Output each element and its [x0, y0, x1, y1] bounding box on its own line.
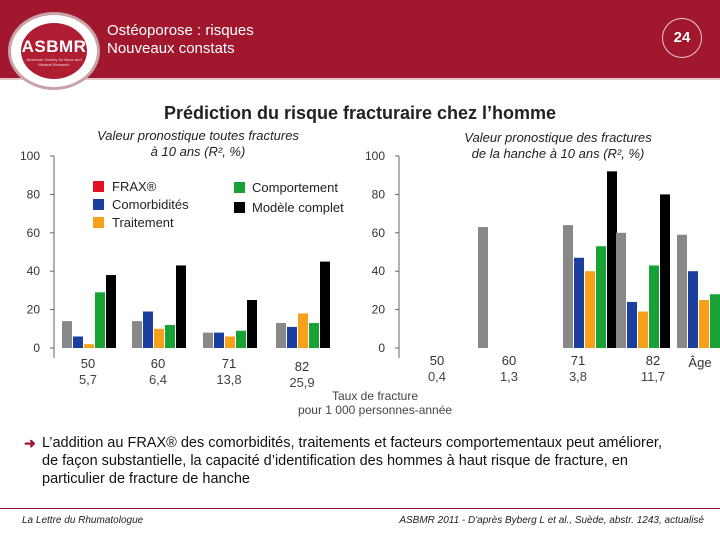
chart1-bar-traitement-82	[298, 313, 308, 348]
footer-divider	[0, 508, 720, 509]
chart2-rate-label-82: 11,7	[641, 369, 665, 384]
chart2-rate-label-50: 0,4	[428, 369, 446, 384]
chart2-y-tick-label: 0	[378, 341, 385, 355]
chart1-bar-comportement-50	[95, 292, 105, 348]
chart2-bar-comportement-71	[649, 265, 659, 348]
chart1-bar-comportement-71	[236, 330, 246, 348]
chart1-bar-comorbidités-60	[143, 311, 153, 348]
chart1-rate-label-50: 5,7	[79, 372, 97, 387]
header-bar	[0, 0, 720, 78]
page-title: Prédiction du risque fracturaire chez l’…	[163, 103, 557, 123]
asbmr-logo: ASBMR American Society for Bone and Mine…	[8, 12, 100, 90]
chart1-bar-comorbidités-82	[287, 326, 297, 348]
chart1-rate-label-60: 6,4	[149, 372, 167, 387]
chart1-bar-comportement-60	[165, 324, 175, 348]
chart2-y-tick-label: 100	[365, 149, 385, 163]
chart2-title-line1: Valeur pronostique des fractures	[464, 130, 652, 145]
chart2-rate-label-60: 1,3	[500, 369, 518, 384]
chart1-y-tick-label: 20	[27, 303, 41, 317]
chart1-bar-comorbidités-50	[73, 336, 83, 348]
chart2-bar-frax-71	[616, 232, 626, 348]
chart1-bar-modèlecomplet-60	[176, 265, 186, 348]
chart2-bar-comorbidités-82	[688, 271, 698, 348]
chart2-age-label-82: 82	[646, 353, 660, 368]
legend-label-2: Traitement	[112, 215, 174, 230]
chart1-age-label-60: 60	[151, 356, 165, 371]
chart2-title-line2: de la hanche à 10 ans (R², %)	[472, 146, 645, 161]
logo-emblem: ASBMR American Society for Bone and Mine…	[21, 23, 87, 79]
arrow-circle-icon: ➜	[24, 435, 36, 451]
chart1-bar-modèlecomplet-82	[320, 261, 330, 348]
legend-label-0: FRAX®	[112, 179, 157, 194]
chart2-bar-comportement-60	[596, 246, 606, 348]
logo-text: ASBMR	[21, 37, 87, 56]
chart1-rate-label-71: 13,8	[216, 372, 241, 387]
legend-swatch-4	[234, 202, 245, 213]
chart2-bar-modèlecomplet-60	[607, 171, 617, 348]
footer-source-journal: La Lettre du Rhumatologue	[22, 515, 144, 526]
chart1-bar-frax-60	[132, 321, 142, 348]
chart2-y-tick-label: 80	[372, 187, 386, 201]
chart1-bar-modèlecomplet-50	[106, 275, 116, 348]
chart2-bar-modèlecomplet-71	[660, 194, 670, 348]
chart1-y-tick-label: 0	[33, 341, 40, 355]
legend-swatch-1	[93, 199, 104, 210]
slide-number-badge: 24	[662, 18, 702, 58]
chart2-bar-frax-82	[677, 234, 687, 348]
chart1-rate-label-82: 25,9	[289, 375, 314, 390]
legend-swatch-2	[93, 217, 104, 228]
footer-citation: ASBMR 2011 - D'après Byberg L et al., Su…	[399, 515, 704, 526]
legend-label-1: Comorbidités	[112, 197, 189, 212]
chart1-bar-modèlecomplet-71	[247, 300, 257, 348]
chart1-bar-comorbidités-71	[214, 332, 224, 348]
header-title-line1: Ostéoporose : risques	[107, 22, 254, 39]
rate-axis-label-line2: pour 1 000 personnes-année	[298, 403, 452, 417]
chart2-bar-comorbidités-71	[627, 301, 637, 348]
chart1-bar-frax-82	[276, 323, 286, 348]
chart1-title-line2: à 10 ans (R², %)	[151, 144, 246, 159]
chart1-age-label-82: 82	[295, 359, 309, 374]
chart1-age-label-71: 71	[222, 356, 236, 371]
legend-label-3: Comportement	[252, 180, 338, 195]
chart2-bar-traitement-71	[638, 311, 648, 348]
chart1-age-label-50: 50	[81, 356, 95, 371]
chart2-bar-traitement-60	[585, 271, 595, 348]
chart2-bar-traitement-82	[699, 300, 709, 348]
chart2-y-tick-label: 40	[372, 264, 386, 278]
chart2-rate-label-71: 3,8	[569, 369, 587, 384]
chart1-bar-traitement-50	[84, 344, 94, 348]
chart2-bar-frax-60	[563, 225, 573, 348]
chart1-title-line1: Valeur pronostique toutes fractures	[97, 128, 299, 143]
conclusion-text: L’addition au FRAX® des comorbidités, tr…	[42, 435, 662, 487]
chart1-y-tick-label: 60	[27, 226, 41, 240]
chart2-y-tick-label: 60	[372, 226, 386, 240]
chart1-bar-comportement-82	[309, 323, 319, 348]
chart2-y-tick-label: 20	[372, 303, 386, 317]
legend-label-4: Modèle complet	[252, 200, 344, 215]
chart2-age-label-60: 60	[502, 353, 516, 368]
logo-subtext: American Society for Bone and Mineral Re…	[26, 57, 82, 67]
chart1-y-tick-label: 80	[27, 187, 41, 201]
chart2-age-label-71: 71	[571, 353, 585, 368]
chart1-bar-traitement-60	[154, 328, 164, 348]
chart1-y-tick-label: 100	[20, 149, 40, 163]
legend-swatch-3	[234, 182, 245, 193]
chart2-bar-comorbidités-60	[574, 257, 584, 348]
chart2-bar-comportement-82	[710, 294, 720, 348]
chart1-y-tick-label: 40	[27, 264, 41, 278]
chart1-bar-frax-50	[62, 321, 72, 348]
rate-axis-label-line1: Taux de fracture	[332, 389, 418, 403]
x-axis-label: Âge	[688, 355, 711, 370]
chart2-bar-frax-50	[478, 227, 488, 348]
header-title-line2: Nouveaux constats	[107, 40, 235, 57]
chart1-bar-frax-71	[203, 332, 213, 348]
header-divider	[0, 78, 720, 80]
chart2-age-label-50: 50	[430, 353, 444, 368]
chart1-bar-traitement-71	[225, 336, 235, 348]
legend-swatch-0	[93, 181, 104, 192]
